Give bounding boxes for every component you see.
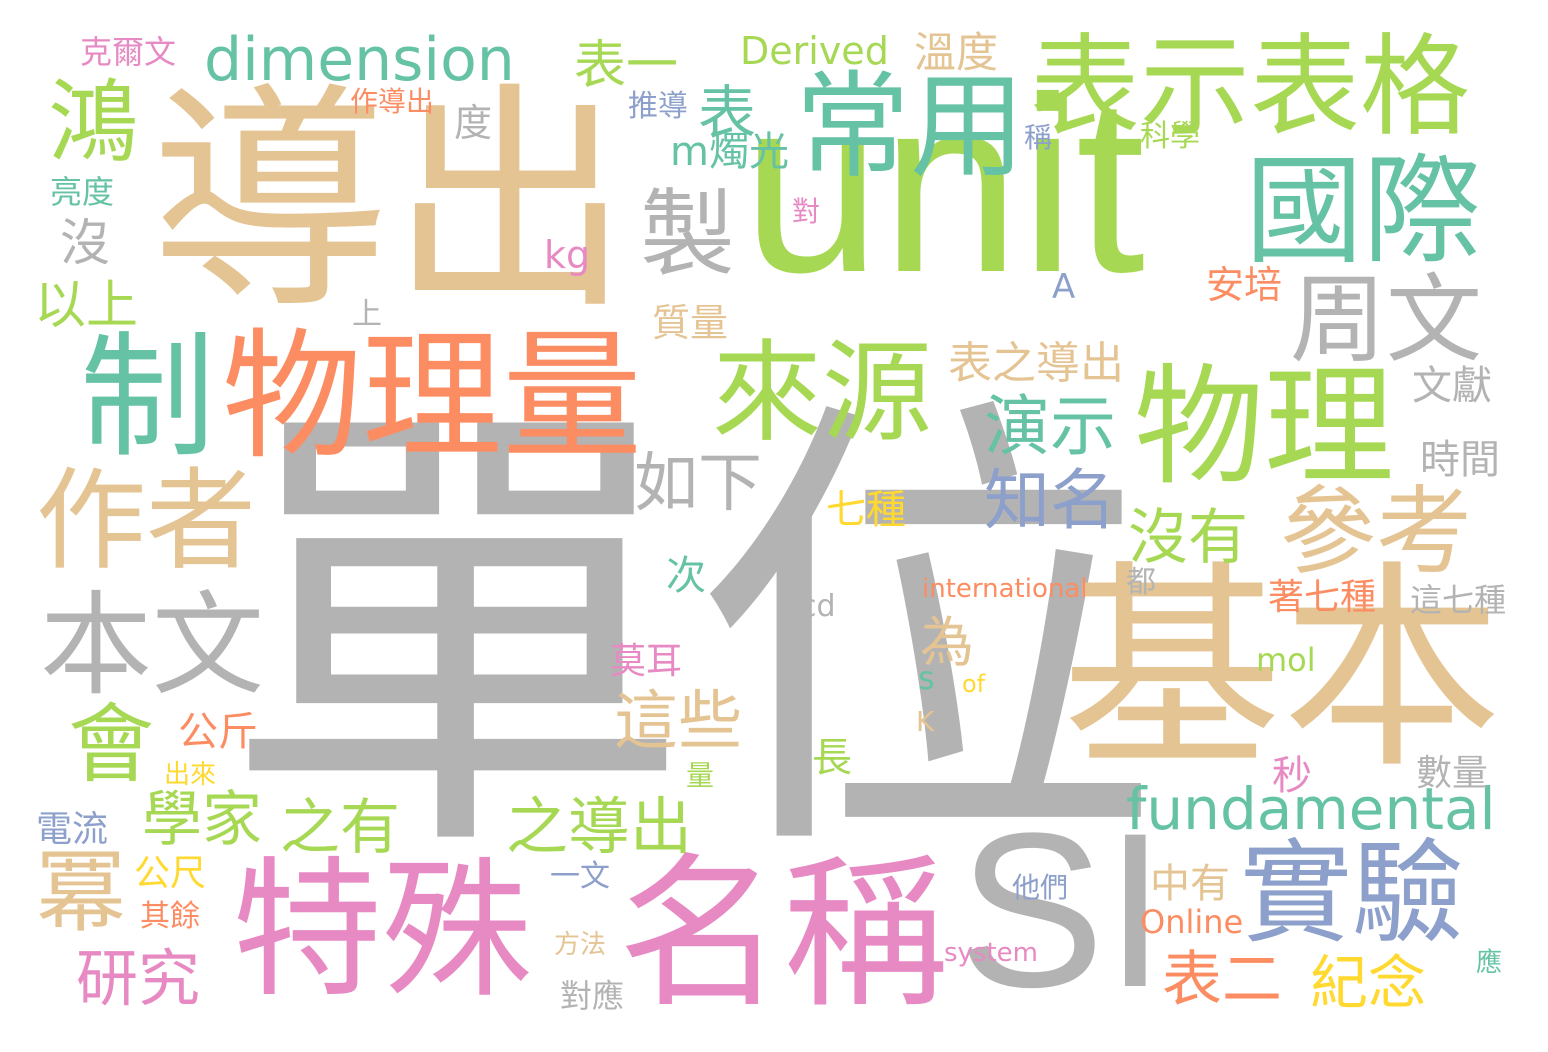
- word-mi: 冪: [36, 840, 126, 945]
- word-ben-wen: 本文: [40, 581, 264, 711]
- word-ci: 次: [666, 553, 706, 599]
- word-a: A: [1052, 267, 1076, 307]
- word-yi-shang: 以上: [34, 276, 139, 336]
- word-ru-xia: 如下: [634, 447, 762, 521]
- word-qi-yu: 其餘: [140, 899, 200, 934]
- word-system: system: [944, 938, 1038, 968]
- word-zhong-you: 中有: [1150, 861, 1230, 907]
- word-te-shu: 特殊: [232, 844, 533, 1018]
- word-biao-zhi-dao-chu: 表之導出: [948, 338, 1124, 389]
- word-hong: 鴻: [48, 70, 138, 175]
- word-shi-yan: 實驗: [1240, 829, 1464, 959]
- word-m-zhu-guang: m燭光: [670, 129, 789, 175]
- word-cd: cd: [800, 589, 836, 624]
- word-dian-liu: 電流: [36, 809, 109, 850]
- word-cheng: 稱: [1024, 121, 1053, 154]
- word-liang-du: 亮度: [50, 173, 115, 211]
- word-hui: 會: [68, 695, 154, 795]
- word-biao-shi-biao-ge: 表示表格: [1030, 23, 1470, 151]
- word-chang: 長: [812, 735, 852, 781]
- word-biao: 表: [698, 79, 757, 147]
- word-zhi-dao-chu: 之導出: [506, 790, 693, 863]
- word-fang-fa: 方法: [554, 930, 607, 960]
- word-shi-jian: 時間: [1420, 437, 1500, 483]
- word-shang: 上: [352, 297, 382, 332]
- word-zhi-ming: 知名: [984, 462, 1116, 539]
- word-guo-ji: 國際: [1245, 142, 1482, 280]
- word-qi-zhong: 七種: [826, 487, 906, 533]
- word-derived: Derived: [740, 29, 889, 73]
- word-mei-you: 沒有: [1128, 503, 1248, 573]
- word-wu-li-liang: 物理量: [222, 316, 643, 479]
- word-zhe-qi-zhong: 這七種: [1410, 581, 1507, 619]
- word-zuo-zhe: 作者: [36, 457, 256, 585]
- word-tui-dao: 推導: [628, 89, 688, 124]
- word-zuo-dao-chu: 作導出: [350, 85, 435, 118]
- word-ke-xue: 科學: [1140, 119, 1200, 154]
- word-lai-yuan: 來源: [712, 329, 932, 457]
- word-k: K: [916, 705, 935, 738]
- word-zhi-you: 之有: [280, 793, 400, 863]
- word-zhou-wen: 周文: [1290, 264, 1482, 376]
- word-ta-men: 他們: [1012, 871, 1069, 904]
- word-wei: 為: [920, 611, 974, 674]
- word-an-pei: 安培: [1206, 263, 1283, 307]
- word-chang-yong: 常用: [795, 60, 1026, 194]
- word-wen-du: 溫度: [914, 28, 999, 77]
- word-of: of: [962, 670, 986, 698]
- word-zhi2: 製: [640, 180, 736, 290]
- word-shu-liang: 數量: [1416, 753, 1489, 794]
- word-dimension: dimension: [204, 25, 515, 95]
- word-yi-wen: 一文: [550, 859, 610, 894]
- word-biao-er: 表二: [1162, 945, 1282, 1015]
- word-kg: kg: [544, 233, 591, 277]
- word-zhi: 制: [80, 319, 215, 476]
- word-mei: 沒: [60, 214, 110, 272]
- word-online: Online: [1140, 903, 1244, 941]
- word-mol: mol: [1256, 641, 1316, 679]
- word-miao: 秒: [1272, 753, 1312, 799]
- word-international: international: [922, 574, 1088, 604]
- word-gong-jin: 公斤: [178, 709, 258, 755]
- word-ji-nian: 紀念: [1310, 949, 1427, 1017]
- word-dan-wei: 單位: [222, 374, 1162, 899]
- word-si: SI: [958, 787, 1166, 1033]
- word-wen-xian: 文獻: [1412, 363, 1492, 409]
- word-yan-shi: 演示: [984, 388, 1116, 465]
- word-biao-yi: 表一: [574, 36, 679, 96]
- word-xue-jia: 學家: [142, 785, 262, 855]
- word-dui: 對: [792, 195, 821, 228]
- word-fundamental: fundamental: [1126, 775, 1496, 843]
- word-dou: 都: [1126, 565, 1156, 600]
- word-ke-er-wen: 克爾文: [80, 33, 177, 71]
- word-zhi-liang: 質量: [652, 301, 729, 345]
- word-ying: 應: [1476, 948, 1503, 978]
- word-yan-jiu: 研究: [76, 942, 201, 1015]
- word-s: s: [918, 659, 935, 697]
- word-ji-ben: 基本: [1062, 547, 1503, 793]
- word-du: 度: [454, 101, 493, 145]
- word-liang: 量: [686, 759, 715, 792]
- word-zhu-qi-zhong: 著七種: [1268, 577, 1377, 618]
- word-can-kao: 參考: [1280, 476, 1472, 588]
- word-unit: unit: [742, 45, 1146, 324]
- word-wu-li: 物理: [1134, 351, 1395, 503]
- word-ming-cheng: 名稱: [618, 838, 948, 1030]
- word-zhe-xie: 這些: [614, 685, 742, 759]
- word-chu-lai: 出來: [164, 760, 217, 790]
- word-mo-er: 莫耳: [610, 641, 683, 682]
- word-dui-ying: 對應: [560, 977, 625, 1015]
- word-gong-chi: 公尺: [134, 853, 207, 894]
- word-dao-chu: 導出: [150, 68, 631, 336]
